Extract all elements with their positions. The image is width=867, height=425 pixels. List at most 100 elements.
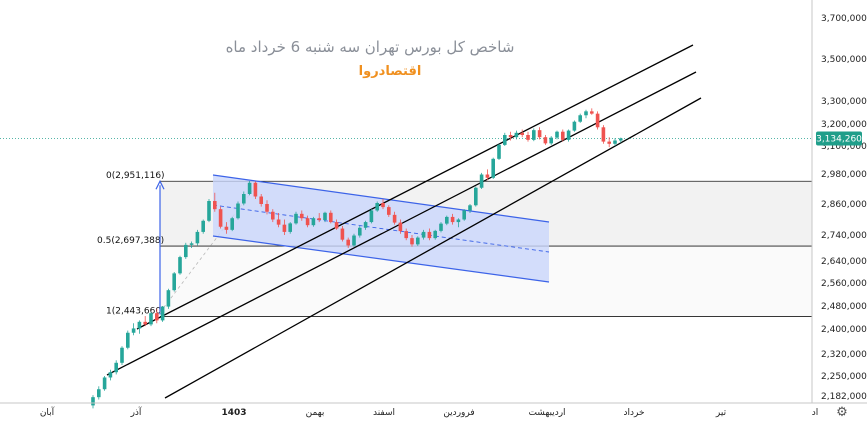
- channel-mid-line[interactable]: [212, 204, 550, 253]
- y-tick-label: 2,740,000: [821, 231, 867, 241]
- candle-body: [155, 313, 159, 321]
- y-tick-label: 2,480,000: [821, 302, 867, 312]
- candle: [114, 360, 118, 375]
- candles: [91, 108, 623, 409]
- x-tick-label: اد: [812, 408, 819, 418]
- candle: [195, 229, 200, 246]
- candle: [323, 211, 327, 223]
- candle-body: [363, 222, 368, 228]
- candle-body: [224, 226, 229, 230]
- current-price-tag: 3,134,260: [816, 131, 862, 146]
- candle: [143, 316, 147, 327]
- x-tick-label: 1403: [221, 408, 246, 418]
- candle-body: [595, 113, 600, 128]
- candle-body: [346, 239, 350, 246]
- candle: [230, 216, 234, 232]
- candle-body: [404, 231, 408, 239]
- current-price-label: 3,134,260: [816, 134, 862, 144]
- candle-body: [265, 204, 269, 212]
- y-tick-label: 2,182,000: [821, 392, 867, 402]
- candle-body: [375, 203, 379, 211]
- candle-body: [619, 138, 623, 141]
- candle-body: [450, 216, 455, 223]
- candle-body: [561, 131, 565, 140]
- candle: [578, 113, 582, 123]
- y-tick-label: 3,200,000: [821, 120, 867, 130]
- candle-body: [242, 194, 246, 204]
- candle-body: [340, 228, 345, 240]
- candle: [503, 132, 507, 146]
- candle: [497, 143, 501, 160]
- candle: [242, 191, 246, 206]
- settings-gear-icon[interactable]: ⚙: [836, 405, 848, 420]
- candle: [172, 272, 176, 292]
- candle-body: [172, 273, 176, 291]
- candle: [590, 108, 594, 115]
- candle-body: [108, 372, 113, 378]
- candle: [137, 320, 142, 334]
- candle-body: [485, 174, 490, 178]
- candle: [613, 138, 617, 146]
- candle-body: [300, 213, 304, 219]
- candle: [433, 229, 437, 240]
- candle: [427, 228, 432, 241]
- candle-body: [329, 212, 333, 223]
- candle: [207, 199, 211, 223]
- candle: [619, 137, 623, 143]
- candle-body: [91, 397, 95, 406]
- candle-body: [532, 130, 536, 140]
- candle-body: [613, 140, 617, 144]
- x-tick-label: اردیبهشت: [528, 408, 565, 418]
- trend-line-1[interactable]: [136, 44, 694, 330]
- candle-body: [572, 121, 577, 131]
- candle-body: [230, 218, 234, 230]
- y-tick-label: 2,640,000: [821, 257, 867, 267]
- candle-body: [398, 222, 403, 232]
- y-tick-label: 3,100,000: [821, 142, 867, 152]
- candle: [474, 186, 478, 207]
- candle-body: [549, 137, 553, 144]
- candle-body: [323, 212, 327, 221]
- candle: [311, 216, 316, 227]
- candle: [410, 235, 414, 247]
- candle: [555, 130, 559, 140]
- candle-body: [352, 235, 356, 246]
- candle-body: [334, 222, 339, 229]
- fib-level-label: 0(2,951,116): [106, 171, 165, 181]
- trend-line-3[interactable]: [164, 97, 702, 399]
- candle: [543, 135, 548, 145]
- candle-body: [421, 231, 426, 238]
- candle: [514, 130, 519, 140]
- candle-body: [149, 313, 153, 325]
- candle: [218, 206, 223, 229]
- chart-subtitle: اقتصادروا: [359, 64, 422, 79]
- candle: [468, 204, 472, 214]
- y-tick-label: 2,320,000: [821, 350, 867, 360]
- candle: [317, 213, 321, 223]
- candle-body: [590, 111, 594, 114]
- candle: [404, 228, 408, 241]
- candle: [247, 181, 252, 196]
- candle: [561, 129, 565, 142]
- candle: [189, 241, 194, 248]
- candle-body: [97, 389, 101, 398]
- y-tick-label: 3,300,000: [821, 97, 867, 107]
- x-tick-label: آبان: [40, 406, 55, 418]
- candle: [375, 201, 379, 212]
- candle-body: [555, 131, 559, 138]
- candle-body: [131, 328, 136, 333]
- candle-body: [282, 224, 287, 232]
- y-tick-label: 2,560,000: [821, 279, 867, 289]
- candle: [445, 215, 449, 226]
- candle-body: [427, 231, 432, 239]
- fib-level-label: 0.5(2,697,388): [97, 236, 164, 246]
- candle: [108, 369, 113, 381]
- candle: [607, 137, 611, 148]
- channel-lower-line[interactable]: [212, 235, 550, 283]
- x-tick-label: آذر: [130, 406, 142, 418]
- candle: [305, 215, 310, 228]
- candle: [398, 219, 403, 234]
- candle: [369, 209, 374, 224]
- candle-body: [317, 218, 321, 221]
- candle-body: [126, 332, 130, 348]
